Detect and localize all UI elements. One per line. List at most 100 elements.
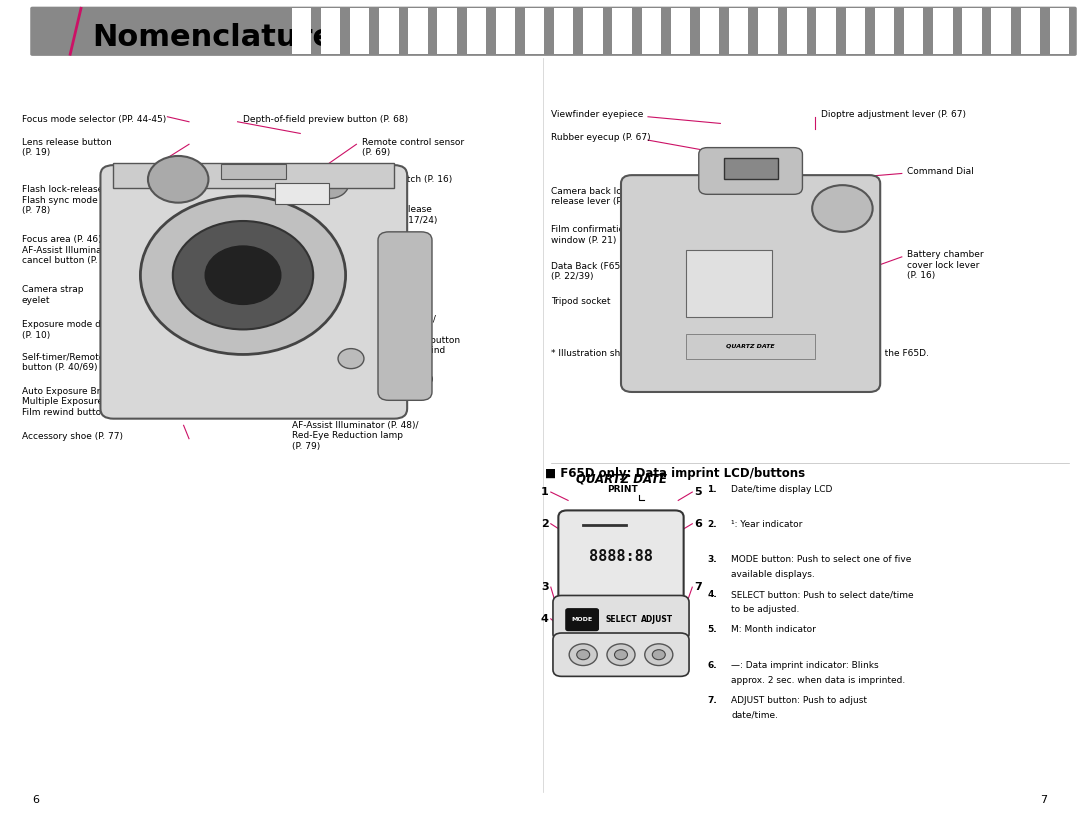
- Text: Self-timer/Remote control
button (P. 40/69): Self-timer/Remote control button (P. 40/…: [22, 353, 138, 372]
- Circle shape: [140, 196, 346, 354]
- Bar: [686, 250, 772, 317]
- Text: —: Data imprint indicator: Blinks: —: Data imprint indicator: Blinks: [731, 661, 879, 670]
- Text: to be adjusted.: to be adjusted.: [731, 605, 799, 615]
- FancyBboxPatch shape: [100, 165, 407, 419]
- Text: Camera strap
eyelet: Camera strap eyelet: [362, 284, 423, 303]
- Bar: [724, 158, 778, 179]
- Text: 3: 3: [541, 582, 549, 592]
- Text: Command Dial: Command Dial: [907, 167, 974, 176]
- Text: 1: 1: [541, 487, 549, 497]
- Text: Rubber eyecup (P. 67): Rubber eyecup (P. 67): [551, 133, 650, 143]
- Text: 7: 7: [694, 582, 702, 592]
- Bar: [467, 8, 486, 54]
- Bar: [816, 8, 836, 54]
- Bar: [875, 8, 894, 54]
- Text: SELECT: SELECT: [605, 615, 637, 624]
- Circle shape: [148, 156, 208, 203]
- Bar: [642, 8, 661, 54]
- Text: Aperture (P. 59)/
Exposure
Compensation button
(P. 61)/Film rewind
button (P. 66: Aperture (P. 59)/ Exposure Compensation …: [362, 315, 460, 366]
- FancyBboxPatch shape: [553, 595, 689, 641]
- Bar: [962, 8, 982, 54]
- Text: Accessory shoe (P. 77): Accessory shoe (P. 77): [22, 432, 123, 441]
- Text: Data Back (F65D only)
(P. 22/39): Data Back (F65D only) (P. 22/39): [551, 262, 652, 281]
- Text: 7: 7: [1040, 795, 1048, 805]
- Text: Focus area (P. 46)/
AF-Assist Illuminator
cancel button (P. 49): Focus area (P. 46)/ AF-Assist Illuminato…: [22, 235, 114, 265]
- Text: date/time.: date/time.: [731, 711, 779, 720]
- FancyBboxPatch shape: [378, 232, 432, 400]
- FancyBboxPatch shape: [558, 510, 684, 603]
- Text: * Illustration shown is the F65D. The camera back of the F65 differs from the F6: * Illustration shown is the F65D. The ca…: [551, 349, 929, 358]
- Text: Exposure mode dial
(P. 10): Exposure mode dial (P. 10): [22, 320, 111, 339]
- Text: 8888:88: 8888:88: [589, 550, 653, 564]
- Text: MODE button: Push to select one of five: MODE button: Push to select one of five: [731, 555, 912, 565]
- Text: approx. 2 sec. when data is imprinted.: approx. 2 sec. when data is imprinted.: [731, 676, 905, 685]
- Text: 6: 6: [32, 795, 39, 805]
- Text: Nomenclature: Nomenclature: [92, 23, 333, 52]
- Bar: [1050, 8, 1069, 54]
- Bar: [275, 183, 329, 204]
- Text: 7.: 7.: [707, 696, 717, 705]
- Text: 3.: 3.: [707, 555, 717, 565]
- Text: Power switch (P. 16): Power switch (P. 16): [362, 175, 453, 184]
- Bar: [846, 8, 865, 54]
- Text: Camera strap
eyelet: Camera strap eyelet: [22, 285, 83, 304]
- FancyBboxPatch shape: [553, 633, 689, 676]
- Text: 5: 5: [694, 487, 702, 497]
- Text: Lens release button
(P. 19): Lens release button (P. 19): [22, 138, 111, 157]
- Text: 2: 2: [541, 519, 549, 529]
- Bar: [904, 8, 923, 54]
- Text: ¹: Year indicator: ¹: Year indicator: [731, 520, 802, 530]
- Bar: [583, 8, 603, 54]
- Text: MODE: MODE: [571, 617, 593, 622]
- Text: QUARTZ DATE: QUARTZ DATE: [726, 344, 775, 349]
- Text: Focus mode selector (PP. 44-45): Focus mode selector (PP. 44-45): [22, 115, 166, 124]
- Text: M: Month indicator: M: Month indicator: [731, 626, 816, 635]
- Text: Shutter release
button (P. 17/24): Shutter release button (P. 17/24): [362, 205, 437, 224]
- Bar: [787, 8, 807, 54]
- Text: Camera back lock
release lever (P. 20): Camera back lock release lever (P. 20): [551, 187, 640, 206]
- Bar: [1021, 8, 1040, 54]
- Text: LCD panel (P. 8): LCD panel (P. 8): [362, 375, 433, 384]
- Bar: [292, 8, 311, 54]
- Bar: [612, 8, 632, 54]
- FancyBboxPatch shape: [113, 163, 394, 188]
- Text: Battery chamber
cover lock lever
(P. 16): Battery chamber cover lock lever (P. 16): [907, 250, 984, 280]
- Text: Viewfinder eyepiece: Viewfinder eyepiece: [551, 110, 644, 119]
- Bar: [379, 8, 399, 54]
- Text: 2.: 2.: [707, 520, 717, 530]
- Text: SELECT button: Push to select date/time: SELECT button: Push to select date/time: [731, 590, 914, 600]
- Circle shape: [645, 644, 673, 666]
- FancyBboxPatch shape: [699, 148, 802, 194]
- Bar: [758, 8, 778, 54]
- Bar: [321, 8, 340, 54]
- Circle shape: [569, 644, 597, 666]
- Text: Auto Exposure Bracketing (P. 62)/
Multiple Exposure (P. 64)/
Film rewind button : Auto Exposure Bracketing (P. 62)/ Multip…: [22, 387, 173, 417]
- Text: 6.: 6.: [707, 661, 717, 670]
- Text: Tripod socket: Tripod socket: [551, 297, 610, 306]
- Bar: [700, 8, 719, 54]
- Circle shape: [173, 221, 313, 329]
- Circle shape: [615, 650, 627, 660]
- Bar: [496, 8, 515, 54]
- Circle shape: [652, 650, 665, 660]
- Bar: [350, 8, 369, 54]
- Text: ADJUST button: Push to adjust: ADJUST button: Push to adjust: [731, 696, 867, 705]
- Text: ■ F65D only: Data imprint LCD/buttons: ■ F65D only: Data imprint LCD/buttons: [545, 467, 806, 480]
- Circle shape: [607, 644, 635, 666]
- Text: Film confirmation
window (P. 21): Film confirmation window (P. 21): [551, 225, 630, 244]
- Bar: [729, 8, 748, 54]
- Circle shape: [338, 349, 364, 369]
- Bar: [408, 8, 428, 54]
- Bar: [671, 8, 690, 54]
- Text: 5.: 5.: [707, 626, 717, 635]
- Circle shape: [205, 246, 281, 304]
- Bar: [437, 8, 457, 54]
- Text: QUARTZ DATE: QUARTZ DATE: [576, 472, 666, 485]
- Text: 4: 4: [541, 614, 549, 624]
- Text: PRINT: PRINT: [607, 485, 637, 494]
- Circle shape: [310, 168, 349, 198]
- FancyBboxPatch shape: [566, 609, 598, 631]
- Text: ADJUST: ADJUST: [640, 615, 673, 624]
- Text: Dioptre adjustment lever (P. 67): Dioptre adjustment lever (P. 67): [821, 110, 966, 119]
- Bar: [525, 8, 544, 54]
